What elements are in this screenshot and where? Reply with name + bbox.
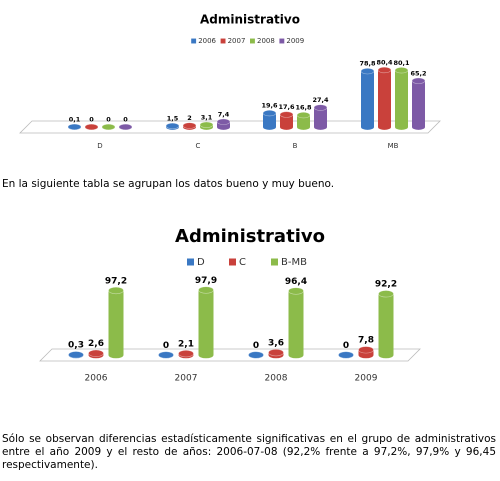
value-label: 3,6 <box>268 339 284 349</box>
bar <box>378 293 394 355</box>
value-label: 0 <box>163 341 169 351</box>
legend-label: B-MB <box>281 257 307 268</box>
value-label: 0 <box>89 116 94 124</box>
bar-top <box>360 67 375 75</box>
legend-swatch <box>191 38 197 44</box>
legend-label: 2006 <box>198 37 216 45</box>
value-label: 19,6 <box>261 102 278 110</box>
bar <box>395 70 408 127</box>
bar-top <box>279 111 294 118</box>
bar-top <box>248 351 264 359</box>
value-label: 3,1 <box>201 113 213 121</box>
bar <box>297 115 310 127</box>
legend-swatch <box>279 38 285 44</box>
value-label: 97,2 <box>105 276 127 286</box>
bar <box>108 290 124 355</box>
value-label: 80,4 <box>376 59 393 67</box>
bar-top <box>84 123 99 131</box>
bar-top <box>268 349 284 357</box>
value-label: 17,6 <box>278 103 295 111</box>
value-label: 0 <box>106 116 111 124</box>
category-label: 2006 <box>85 374 108 384</box>
legend-swatch <box>250 38 255 44</box>
value-label: 78,8 <box>359 60 376 68</box>
value-label: 0 <box>123 116 128 124</box>
value-label: 16,8 <box>295 104 312 112</box>
legend-swatch <box>187 258 194 266</box>
value-label: 0,1 <box>69 116 81 124</box>
value-label: 7,8 <box>358 336 374 346</box>
legend-label: C <box>239 257 246 268</box>
bar-top <box>216 118 231 125</box>
bar-top <box>358 346 374 354</box>
bar <box>288 290 304 355</box>
bar <box>378 70 391 127</box>
category-label: 2009 <box>355 374 378 384</box>
bar-top <box>338 351 354 359</box>
category-label: MB <box>388 142 399 150</box>
value-label: 92,2 <box>375 280 397 290</box>
bar <box>198 290 214 355</box>
bar-top <box>394 67 409 74</box>
value-label: 27,4 <box>312 96 329 104</box>
category-label: D <box>97 142 102 150</box>
value-label: 2,1 <box>178 340 194 350</box>
value-label: 0 <box>343 341 349 351</box>
value-label: 65,2 <box>410 69 426 77</box>
chart-title: Administrativo <box>200 13 300 27</box>
legend-label: 2009 <box>286 37 304 45</box>
bar-top <box>118 123 133 131</box>
value-label: 2 <box>187 114 192 122</box>
value-label: 97,9 <box>195 276 217 286</box>
legend-swatch <box>229 258 236 266</box>
category-label: B <box>293 142 298 150</box>
bar-top <box>378 290 394 298</box>
bar-top <box>67 123 82 131</box>
legend-swatch <box>220 38 226 44</box>
value-label: 0,3 <box>68 341 84 351</box>
value-label: 7,4 <box>218 110 230 118</box>
bar <box>280 114 293 127</box>
bar-top <box>199 121 214 128</box>
value-label: 1,5 <box>167 115 179 123</box>
intro-text: En la siguiente tabla se agrupan los dat… <box>2 178 335 190</box>
bar-top <box>165 122 180 130</box>
bar <box>314 107 327 127</box>
bar-top <box>262 109 277 117</box>
legend-label: 2008 <box>257 37 275 45</box>
legend-label: 2007 <box>228 37 246 45</box>
legend-swatch <box>271 258 278 266</box>
bar <box>361 71 374 127</box>
value-label: 96,4 <box>285 277 307 287</box>
value-label: 2,6 <box>88 339 104 349</box>
bar-top <box>101 123 116 131</box>
chart-title: Administrativo <box>175 226 325 247</box>
bar-top <box>108 286 124 295</box>
category-label: C <box>196 142 201 150</box>
bar <box>263 113 276 127</box>
bar-top <box>88 349 104 357</box>
conclusion-text: Sólo se observan diferencias estadística… <box>2 433 496 471</box>
category-label: 2007 <box>175 374 198 384</box>
bar-top <box>288 287 304 295</box>
value-label: 0 <box>253 341 259 351</box>
bar-top <box>411 77 426 84</box>
bar-top <box>296 111 311 119</box>
bar-top <box>178 350 194 358</box>
category-label: 2008 <box>265 374 288 384</box>
bar-top <box>68 351 84 359</box>
bar-top <box>158 351 174 359</box>
bar-top <box>377 66 392 74</box>
value-label: 80,1 <box>393 59 410 67</box>
bar-top <box>182 122 197 129</box>
bar-top <box>198 286 214 294</box>
bar <box>412 80 425 127</box>
bar-top <box>313 104 328 111</box>
legend-label: D <box>197 257 205 268</box>
